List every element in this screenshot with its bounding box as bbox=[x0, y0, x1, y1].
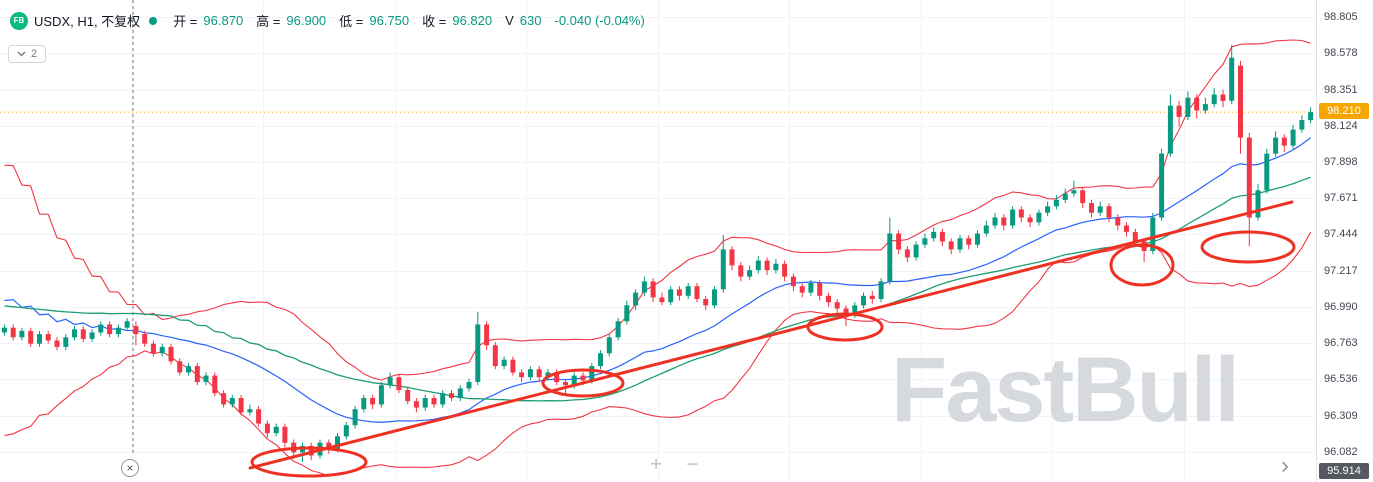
open-value: 96.870 bbox=[203, 13, 244, 28]
legend-bar: FB USDX, H1, 不复权 开 = 96.870 高 = 96.900 低… bbox=[10, 11, 645, 30]
price-axis-label: 98.351 bbox=[1324, 83, 1358, 96]
price-axis-label: 96.763 bbox=[1324, 337, 1358, 350]
change-value: -0.040 (-0.04%) bbox=[554, 13, 645, 28]
bollinger-basis-line[interactable] bbox=[4, 137, 1311, 424]
ellipse-annotation[interactable] bbox=[806, 312, 884, 342]
market-open-dot-icon bbox=[149, 16, 158, 25]
close-value: 96.820 bbox=[452, 13, 493, 28]
axis-bottom-price-label: 95.914 bbox=[1319, 463, 1369, 479]
price-axis-label: 97.217 bbox=[1324, 264, 1358, 277]
volume-value: 630 bbox=[519, 13, 542, 28]
zoom-out-button[interactable]: − bbox=[686, 453, 699, 476]
collapse-count: 2 bbox=[31, 48, 38, 60]
delete-drawing-button[interactable]: × bbox=[121, 459, 139, 477]
price-axis-label: 96.082 bbox=[1324, 445, 1358, 458]
high-value: 96.900 bbox=[286, 13, 327, 28]
last-price-label: 98.210 bbox=[1319, 103, 1369, 120]
price-axis-label: 97.671 bbox=[1324, 192, 1358, 205]
open-label: 开 = bbox=[173, 14, 198, 29]
moving-average-line[interactable] bbox=[4, 176, 1311, 402]
fastbull-watermark: FastBull bbox=[891, 339, 1238, 441]
close-label: 收 = bbox=[422, 14, 447, 29]
candles-layer[interactable] bbox=[1, 45, 1314, 462]
ellipse-annotation[interactable] bbox=[1200, 230, 1296, 264]
price-axis[interactable]: 98.210 95.914 98.805 98.578 98.351 98.124 97… bbox=[1316, 0, 1373, 482]
scroll-right-button[interactable]: › bbox=[1281, 452, 1289, 479]
price-axis-label: 97.444 bbox=[1324, 228, 1358, 241]
fastbull-logo-icon: FB bbox=[10, 11, 28, 30]
price-axis-label: 96.536 bbox=[1324, 373, 1358, 386]
legend-collapse-button[interactable]: 2 bbox=[8, 45, 47, 63]
ellipse-annotation[interactable] bbox=[541, 368, 625, 398]
zoom-in-button[interactable]: + bbox=[650, 453, 663, 476]
symbol-title[interactable]: USDX, H1, 不复权 bbox=[34, 14, 141, 29]
trendline-drawing[interactable] bbox=[248, 200, 1294, 470]
price-axis-label: 98.124 bbox=[1324, 119, 1358, 132]
low-label: 低 = bbox=[339, 14, 364, 29]
zoom-controls: + − bbox=[650, 454, 699, 476]
ellipse-annotation[interactable] bbox=[1109, 243, 1175, 287]
ellipse-annotation[interactable] bbox=[250, 446, 368, 478]
chevron-down-icon bbox=[17, 51, 26, 57]
bollinger-upper-line[interactable] bbox=[4, 39, 1311, 381]
high-label: 高 = bbox=[256, 14, 281, 29]
price-axis-label: 96.309 bbox=[1324, 409, 1358, 422]
price-axis-label: 96.990 bbox=[1324, 300, 1358, 313]
price-axis-label: 97.898 bbox=[1324, 155, 1358, 168]
price-axis-label: 98.805 bbox=[1324, 11, 1358, 23]
price-axis-label: 98.578 bbox=[1324, 47, 1358, 60]
low-value: 96.750 bbox=[369, 13, 410, 28]
volume-label: V bbox=[505, 13, 514, 28]
